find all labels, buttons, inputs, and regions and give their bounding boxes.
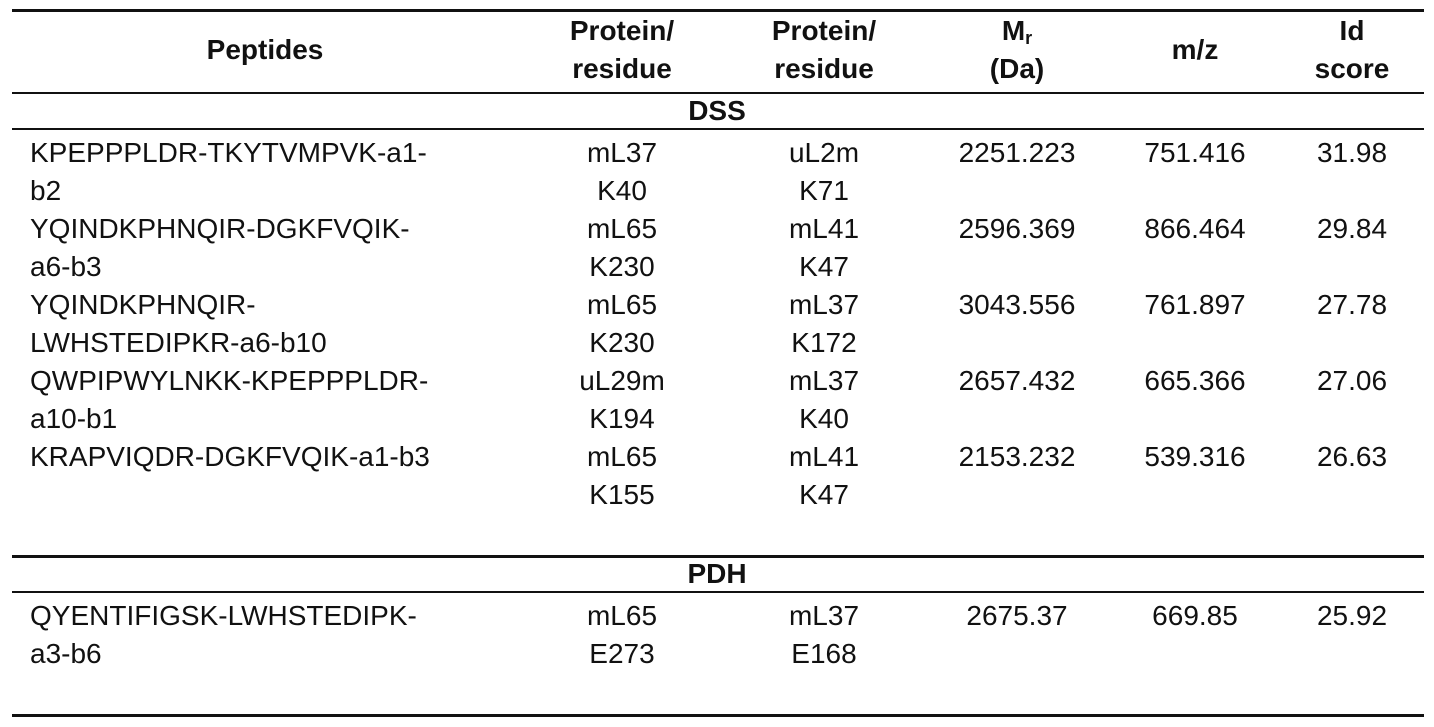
protein-residue: K71 xyxy=(799,175,849,206)
peptide: a3-b6 xyxy=(30,638,102,669)
protein-residue: K194 xyxy=(589,403,655,434)
id-score: 27.06 xyxy=(1316,365,1388,396)
peptide: KRAPVIQDR-DGKFVQIK-a1-b3 xyxy=(30,441,430,472)
protein-residue: E168 xyxy=(791,638,857,669)
section-title: DSS xyxy=(688,95,746,126)
protein-residue: K47 xyxy=(799,479,849,510)
section-rule xyxy=(12,555,1424,558)
protein-residue: mL37 xyxy=(788,365,860,396)
header-label: m/z xyxy=(1171,34,1219,65)
protein-residue: uL2m xyxy=(788,137,860,168)
peptide: a10-b1 xyxy=(30,403,118,434)
peptide: a6-b3 xyxy=(30,251,102,282)
protein-residue: mL65 xyxy=(586,289,658,320)
peptide: QWPIPWYLNKK-KPEPPPLDR- xyxy=(30,365,429,396)
peptide: b2 xyxy=(30,175,62,206)
protein-residue: K40 xyxy=(799,403,849,434)
mz: 665.366 xyxy=(1144,365,1246,396)
protein-residue: E273 xyxy=(589,638,655,669)
protein-residue: uL29m xyxy=(579,365,665,396)
mass: 2596.369 xyxy=(958,213,1076,244)
protein-residue: K172 xyxy=(791,327,857,358)
mz: 669.85 xyxy=(1152,600,1238,631)
protein-residue: mL37 xyxy=(788,600,860,631)
mz: 866.464 xyxy=(1144,213,1246,244)
mass: 2251.223 xyxy=(958,137,1076,168)
id-score: 31.98 xyxy=(1316,137,1388,168)
protein-residue: K155 xyxy=(589,479,655,510)
header-label: (Da) xyxy=(989,53,1045,84)
header-label: residue xyxy=(774,53,874,84)
mz: 539.316 xyxy=(1144,441,1246,472)
protein-residue: mL65 xyxy=(586,600,658,631)
header-base: M xyxy=(1001,15,1026,46)
header-subscript: r xyxy=(1025,28,1033,48)
header-label: Peptides xyxy=(206,34,324,65)
id-score: 26.63 xyxy=(1316,441,1388,472)
peptide: YQINDKPHNQIR-DGKFVQIK- xyxy=(30,213,410,244)
protein-residue: mL37 xyxy=(586,137,658,168)
mz: 761.897 xyxy=(1144,289,1246,320)
section-rule xyxy=(12,92,1424,94)
header-label: Protein/ xyxy=(771,15,877,46)
mass: 2657.432 xyxy=(958,365,1076,396)
header-label: score xyxy=(1314,53,1390,84)
protein-residue: K230 xyxy=(589,327,655,358)
peptide: LWHSTEDIPKR-a6-b10 xyxy=(30,327,327,358)
protein-residue: mL41 xyxy=(788,441,860,472)
header-label: Id xyxy=(1339,15,1365,46)
header-label: residue xyxy=(572,53,672,84)
bottom-rule xyxy=(12,714,1424,717)
protein-residue: mL41 xyxy=(788,213,860,244)
mass: 2153.232 xyxy=(958,441,1076,472)
mass: 3043.556 xyxy=(958,289,1076,320)
mass: 2675.37 xyxy=(966,600,1068,631)
protein-residue: mL65 xyxy=(586,213,658,244)
section-title-rule xyxy=(12,591,1424,593)
top-rule xyxy=(12,9,1424,12)
id-score: 27.78 xyxy=(1316,289,1388,320)
protein-residue: K40 xyxy=(597,175,647,206)
peptide: QYENTIFIGSK-LWHSTEDIPK- xyxy=(30,600,417,631)
protein-residue: mL37 xyxy=(788,289,860,320)
protein-residue: K47 xyxy=(799,251,849,282)
protein-residue: mL65 xyxy=(586,441,658,472)
peptide: YQINDKPHNQIR- xyxy=(30,289,256,320)
section-title: PDH xyxy=(687,558,747,589)
section-title-rule xyxy=(12,128,1424,130)
id-score: 25.92 xyxy=(1316,600,1388,631)
protein-residue: K230 xyxy=(589,251,655,282)
header-label: Mr xyxy=(1002,12,1032,50)
id-score: 29.84 xyxy=(1316,213,1388,244)
peptide: KPEPPPLDR-TKYTVMPVK-a1- xyxy=(30,137,427,168)
mz: 751.416 xyxy=(1144,137,1246,168)
header-label: Protein/ xyxy=(569,15,675,46)
